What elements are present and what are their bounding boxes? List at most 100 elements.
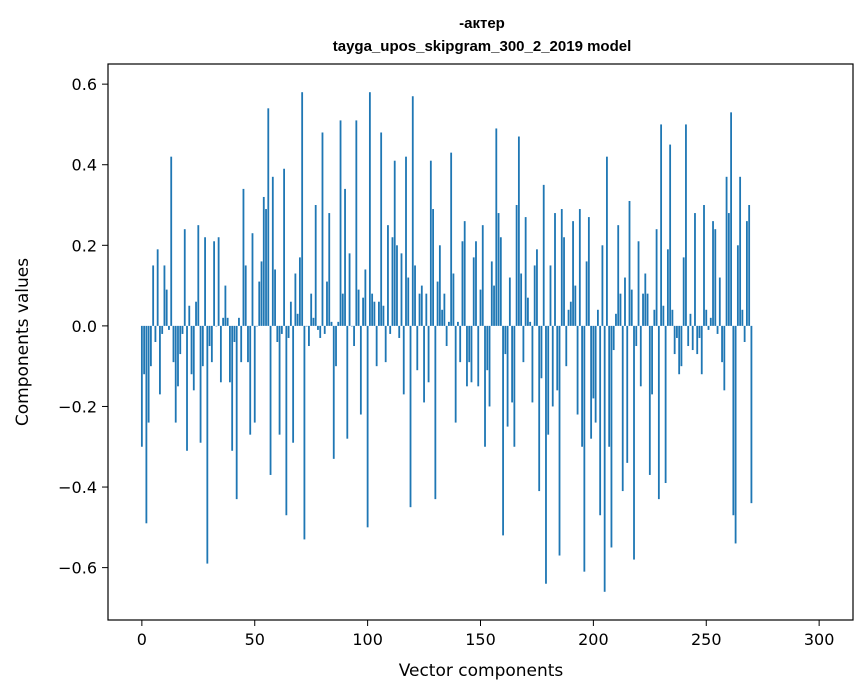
bar-211 [617,225,620,326]
chart-subtitle: tayga_upos_skipgram_300_2_2019 model [333,38,632,55]
bar-194 [578,209,581,326]
bar-172 [529,321,532,326]
bar-180 [547,325,550,435]
bar-150 [479,289,482,326]
bar-145 [468,325,471,363]
bar-214 [624,277,626,326]
bar-193 [576,325,579,415]
x-axis-ticks: 0 50 100 150 200 250 300 [137,620,835,649]
bar-132 [438,245,441,326]
bar-218 [633,325,635,560]
bar-212 [619,293,622,326]
bar-6 [154,325,157,342]
bar-90 [344,188,346,326]
bar-156 [493,285,495,326]
bar-163 [508,277,511,326]
bar-123 [418,293,421,326]
x-tick-label: 300 [804,630,835,649]
bar-102 [371,293,374,326]
bar-95 [355,120,358,326]
bar-16 [177,325,179,387]
bar-88 [339,120,342,326]
bar-119 [409,325,412,508]
bar-255 [716,325,719,334]
bar-109 [387,225,389,326]
bar-112 [393,160,396,326]
bar-257 [721,325,723,363]
bar-171 [527,297,529,326]
bar-133 [441,309,444,326]
bar-164 [511,325,514,403]
bar-170 [524,217,527,326]
x-tick-label: 200 [578,630,609,649]
x-tick-label: 0 [137,630,147,649]
bar-118 [407,277,410,326]
bar-268 [745,221,748,326]
bar-33 [215,325,218,327]
bar-236 [673,325,676,355]
bar-152 [484,325,486,447]
bar-103 [373,301,376,326]
bar-157 [495,128,498,326]
bar-57 [269,325,272,475]
bar-216 [628,200,631,326]
bar-270 [750,325,753,504]
bar-182 [551,325,554,407]
bar-149 [477,325,480,387]
bar-40 [231,325,234,451]
bar-77 [314,205,317,326]
bar-62 [280,325,283,334]
bar-142 [461,241,464,326]
bar-126 [425,293,428,326]
y-axis-ticks: −0.6 −0.4 −0.2 0.0 0.2 0.4 0.6 [58,75,108,578]
bar-183 [554,213,556,326]
bar-23 [192,325,195,391]
bar-135 [445,325,448,347]
bar-54 [262,196,265,326]
bar-134 [443,293,446,326]
bar-42 [235,325,238,500]
bar-139 [454,325,457,423]
bar-207 [608,325,611,447]
bar-217 [630,289,633,326]
bar-65 [287,325,290,338]
bar-237 [676,325,678,338]
bar-92 [348,253,351,326]
bar-261 [730,112,732,326]
bar-32 [213,241,216,326]
bar-256 [718,277,721,326]
bar-69 [296,313,299,326]
bar-179 [545,325,547,584]
bar-228 [655,229,658,326]
bar-205 [603,325,606,592]
bar-161 [504,325,507,355]
bar-232 [664,325,667,484]
bar-101 [368,92,371,326]
bar-111 [391,237,394,326]
bar-208 [610,325,613,548]
bar-250 [705,309,708,326]
y-tick-label: −0.6 [58,559,97,578]
bar-8 [159,325,161,395]
bar-201 [594,325,597,423]
bar-52 [258,281,261,326]
bar-4 [149,325,152,367]
bar-267 [743,325,746,342]
bar-35 [219,325,222,383]
y-tick-label: 0.4 [72,156,97,175]
bar-191 [572,221,574,326]
bar-124 [420,285,423,326]
bar-25 [197,225,200,326]
bar-138 [452,273,455,326]
bar-259 [725,176,728,326]
bar-96 [357,289,360,326]
bar-53 [260,261,263,326]
bar-234 [669,144,672,326]
bar-137 [450,152,453,326]
bar-125 [423,325,425,403]
bar-162 [506,325,509,427]
bar-129 [432,209,434,326]
bar-174 [533,265,536,326]
y-axis-label: Components values [13,258,33,426]
bar-28 [204,237,206,326]
